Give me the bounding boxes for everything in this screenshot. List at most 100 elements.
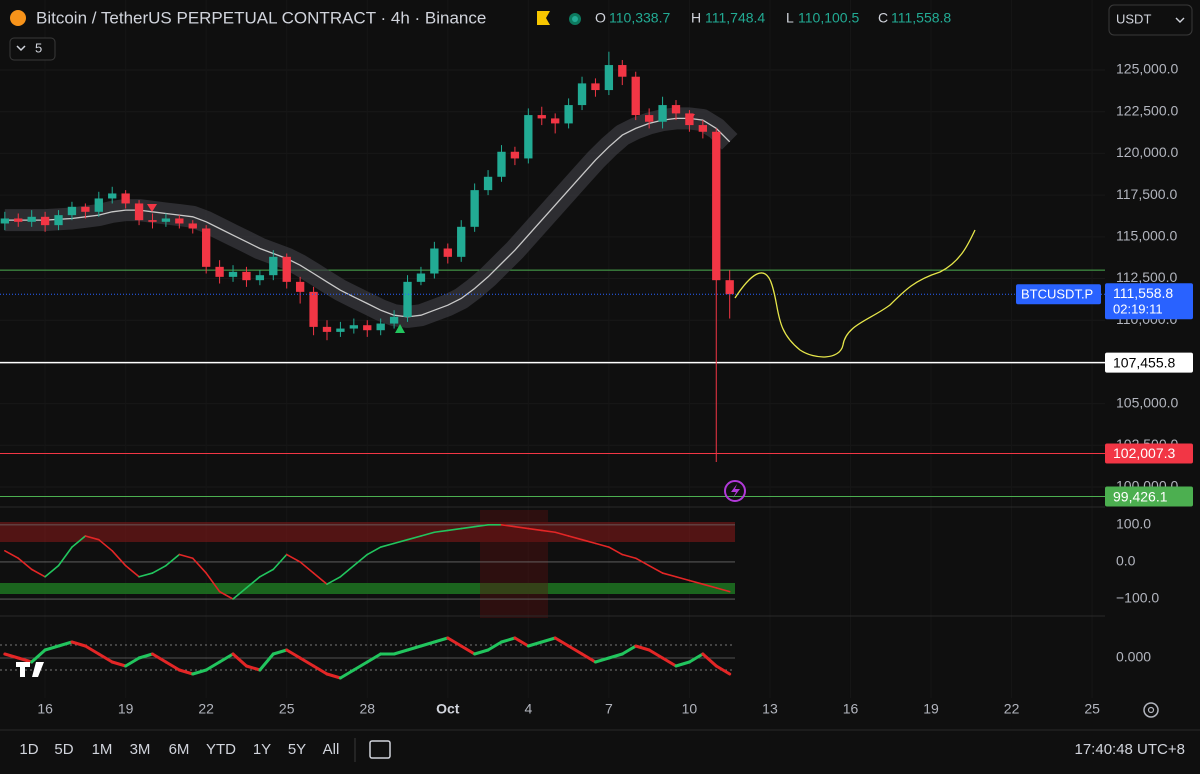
indicator-segment bbox=[84, 535, 100, 541]
candle-body bbox=[389, 316, 399, 324]
range-button[interactable]: 5D bbox=[54, 741, 73, 758]
candle-body bbox=[215, 266, 224, 277]
range-button[interactable]: 1Y bbox=[253, 741, 271, 758]
candle-body bbox=[363, 325, 372, 331]
hand-drawing bbox=[734, 229, 976, 358]
date-range-icon[interactable] bbox=[369, 740, 391, 759]
indicator-segment bbox=[244, 664, 262, 672]
level-label: 102,007.3 bbox=[1113, 445, 1175, 461]
indicator-segment bbox=[554, 531, 570, 537]
indicator-segment bbox=[232, 587, 248, 600]
candle-body bbox=[175, 218, 184, 224]
candle-body bbox=[108, 193, 117, 199]
indicator-segment bbox=[406, 535, 422, 541]
candle-body bbox=[269, 256, 278, 276]
indicator-segment bbox=[607, 652, 624, 660]
indicator-segment bbox=[204, 660, 222, 672]
indicator-segment bbox=[486, 640, 503, 652]
chevron bbox=[16, 45, 26, 52]
indicator-segment bbox=[285, 648, 302, 660]
currency-select[interactable] bbox=[1108, 4, 1193, 36]
x-tick-label: 10 bbox=[682, 701, 698, 717]
candle-body bbox=[309, 291, 318, 327]
indicator-segment bbox=[702, 583, 718, 589]
indicator-segment bbox=[3, 652, 20, 660]
level-label: 99,426.1 bbox=[1113, 488, 1168, 504]
candle-body bbox=[121, 193, 130, 204]
settings-icon-inner bbox=[1147, 706, 1155, 714]
indicator-segment bbox=[379, 542, 395, 548]
settings-icon[interactable] bbox=[1143, 702, 1159, 718]
x-tick-label: 16 bbox=[37, 701, 53, 717]
candle-body bbox=[644, 115, 654, 122]
candle-body bbox=[712, 131, 721, 281]
indicator-segment bbox=[366, 546, 382, 556]
indicator-segment bbox=[526, 640, 544, 648]
indicator-segment bbox=[365, 652, 383, 664]
indicator-segment bbox=[30, 648, 47, 664]
candle-body bbox=[228, 271, 238, 277]
candle-body bbox=[94, 198, 103, 212]
candle-body bbox=[0, 218, 9, 224]
indicator-segment bbox=[433, 529, 449, 534]
range-button[interactable]: 3M bbox=[130, 741, 151, 758]
tv-logo bbox=[16, 662, 44, 677]
y-tick-label: 117,500.0 bbox=[1116, 186, 1177, 202]
indicator-toggle[interactable] bbox=[9, 37, 56, 61]
level-tag bbox=[1105, 443, 1193, 464]
range-button[interactable]: 5Y bbox=[288, 741, 306, 758]
candle-body bbox=[403, 281, 412, 317]
highlight-zone bbox=[480, 510, 548, 618]
indicator-segment bbox=[17, 557, 33, 571]
flag-icon[interactable] bbox=[537, 11, 550, 25]
indicator-segment bbox=[326, 575, 342, 586]
x-tick-label: 13 bbox=[762, 701, 778, 717]
candle-body bbox=[295, 281, 305, 292]
overbought-zone bbox=[0, 522, 735, 542]
range-button[interactable]: All bbox=[323, 741, 340, 758]
indicator-segment bbox=[30, 568, 46, 578]
indicator-segment bbox=[191, 668, 208, 676]
indicator-segment bbox=[258, 652, 275, 672]
clock[interactable]: 17:40:48 UTC+8 bbox=[1075, 741, 1186, 758]
indicator-segment bbox=[420, 531, 436, 537]
indicator-segment bbox=[285, 553, 301, 563]
ohlc-label: H bbox=[691, 10, 701, 26]
range-button[interactable]: 1M bbox=[92, 741, 113, 758]
candle-body bbox=[443, 248, 452, 257]
indicator-segment bbox=[245, 575, 261, 589]
indicator-segment bbox=[4, 550, 20, 560]
indicator-segment bbox=[44, 564, 60, 578]
indicator-segment bbox=[446, 636, 463, 648]
indicator-segment bbox=[661, 656, 678, 668]
indicator-segment bbox=[353, 553, 369, 567]
candle-body bbox=[14, 218, 23, 222]
sell-signal bbox=[685, 114, 695, 122]
x-tick-label: 25 bbox=[279, 701, 295, 717]
indicator-tick-label: 100.0 bbox=[1116, 516, 1151, 532]
y-tick-label: 115,000.0 bbox=[1116, 228, 1177, 244]
candle-body bbox=[188, 223, 197, 229]
coin-icon bbox=[10, 10, 26, 26]
indicator-segment bbox=[620, 644, 638, 656]
alert-icon[interactable] bbox=[724, 480, 746, 502]
indicator-segment bbox=[473, 524, 489, 528]
range-button[interactable]: 6M bbox=[169, 741, 190, 758]
range-button[interactable]: YTD bbox=[206, 741, 236, 758]
indicator-segment bbox=[567, 535, 583, 541]
range-button[interactable]: 1D bbox=[19, 741, 38, 758]
y-tick-label: 112,500.0 bbox=[1116, 269, 1177, 285]
x-tick-label: 19 bbox=[118, 701, 134, 717]
indicator-segment bbox=[205, 572, 221, 593]
indicator-segment bbox=[218, 590, 234, 600]
candle-body bbox=[604, 65, 614, 91]
indicator-segment bbox=[527, 527, 543, 532]
x-tick-label: 28 bbox=[359, 701, 375, 717]
indicator-segment bbox=[70, 640, 87, 648]
x-tick-label: 22 bbox=[1004, 701, 1020, 717]
indicator-segment bbox=[259, 568, 275, 578]
indicator-tick-label: 0.0 bbox=[1116, 553, 1136, 569]
indicator-segment bbox=[446, 527, 463, 532]
indicator-count: 5 bbox=[35, 40, 42, 55]
